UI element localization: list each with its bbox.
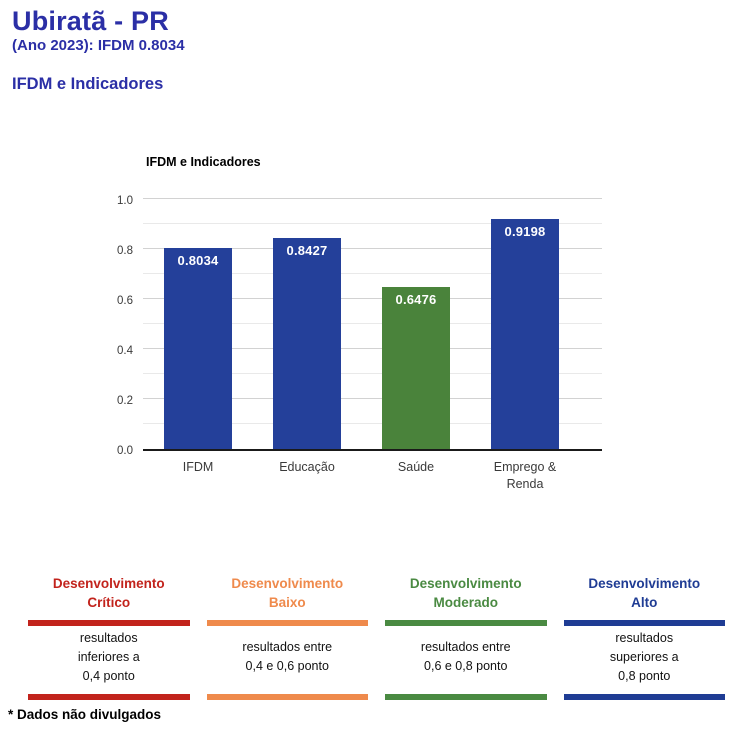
x-tick-label: Saúde xyxy=(397,460,435,474)
gridline xyxy=(143,323,602,324)
gridline xyxy=(143,273,602,274)
bar-value-label: 0.6476 xyxy=(395,292,437,308)
y-axis-labels: 0.0 0.2 0.4 0.6 0.8 1.0 xyxy=(95,195,133,457)
gridline xyxy=(143,223,602,224)
plot-area: 0.8034 0.8427 0.6476 0.9198 xyxy=(143,198,602,451)
bar-emprego &: 0.9198 xyxy=(491,219,559,449)
legend-card: Desenvolvimento Moderado resultados entre… xyxy=(385,574,547,700)
bar-value-label: 0.8427 xyxy=(286,243,328,259)
legend-rule-bottom xyxy=(563,694,725,700)
legend-rule-top xyxy=(385,620,547,626)
page-subtitle: (Ano 2023): IFDM 0.8034 xyxy=(12,37,185,54)
x-tick-label: IFDM xyxy=(182,460,214,474)
legend-card-title: Desenvolvimento Alto xyxy=(588,576,701,610)
legend-rule-top xyxy=(563,620,725,626)
legend-card: Desenvolvimento Crítico resultados inferi… xyxy=(28,574,190,700)
bar-saúde: 0.6476 xyxy=(382,287,450,449)
legend-card: Desenvolvimento Baixo resultados entre 0,… xyxy=(206,574,368,700)
legend-rule-bottom xyxy=(385,694,547,700)
y-tick-label: 0.6 xyxy=(117,295,133,307)
legend-rule-top xyxy=(206,620,368,626)
gridline xyxy=(143,248,602,249)
footer-note: * Dados não divulgados xyxy=(8,707,162,722)
gridline xyxy=(143,423,602,424)
development-legend: Desenvolvimento Crítico resultados inferi… xyxy=(28,574,725,700)
legend-card-description: resultados entre 0,6 e 0,8 ponto xyxy=(420,640,511,673)
legend-rule-bottom xyxy=(206,694,368,700)
gridline xyxy=(143,348,602,349)
bar-value-label: 0.8034 xyxy=(177,253,219,269)
bar-value-label: 0.9198 xyxy=(504,224,546,240)
bar-ifdm: 0.8034 xyxy=(164,248,232,449)
gridline xyxy=(143,373,602,374)
gridline xyxy=(143,298,602,299)
x-tick-label: Emprego & Renda xyxy=(493,460,557,491)
y-tick-label: 1.0 xyxy=(117,195,133,207)
legend-card-description: resultados superiores a 0,8 ponto xyxy=(609,630,679,683)
legend-card-description: resultados entre 0,4 e 0,6 ponto xyxy=(242,640,333,673)
legend-rule-bottom xyxy=(28,694,190,700)
section-heading: IFDM e Indicadores xyxy=(12,75,164,93)
legend-card-title: Desenvolvimento Baixo xyxy=(231,576,344,610)
legend-card-title: Desenvolvimento Moderado xyxy=(409,576,522,610)
x-axis-labels: IFDM Educação Saúde Emprego & Renda xyxy=(143,459,602,495)
legend-rule-top xyxy=(28,620,190,626)
legend-card-description: resultados inferiores a 0,4 ponto xyxy=(77,630,140,683)
y-tick-label: 0.2 xyxy=(117,395,133,407)
legend-card: Desenvolvimento Alto resultados superiore… xyxy=(563,574,725,700)
gridline xyxy=(143,198,602,199)
y-tick-label: 0.8 xyxy=(117,245,133,257)
y-tick-label: 0.4 xyxy=(117,345,133,357)
bar-educação: 0.8427 xyxy=(273,238,341,449)
page-title: Ubiratã - PR xyxy=(12,6,169,36)
chart-title: IFDM e Indicadores xyxy=(146,155,261,169)
legend-card-title: Desenvolvimento Crítico xyxy=(52,576,165,610)
y-tick-label: 0.0 xyxy=(117,445,133,457)
x-tick-label: Educação xyxy=(279,460,335,474)
gridline xyxy=(143,398,602,399)
